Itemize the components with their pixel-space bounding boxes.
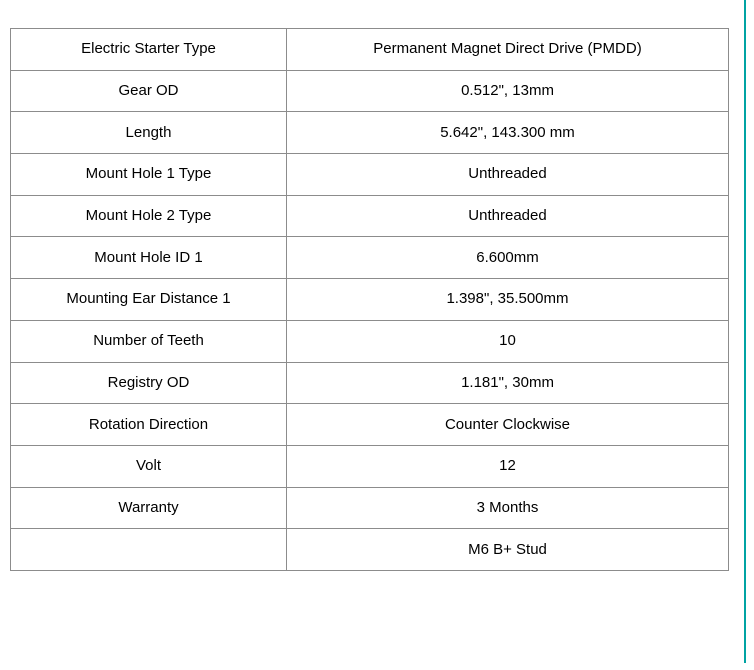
table-row: Mount Hole 2 Type Unthreaded (10, 194, 729, 238)
spec-value-cell: Unthreaded (286, 194, 729, 238)
table-row: Mounting Ear Distance 1 1.398", 35.500mm (10, 278, 729, 321)
table-row: Mount Hole ID 1 6.600mm (10, 236, 729, 280)
table-row: Registry OD 1.181", 30mm (10, 361, 729, 405)
table-row: M6 B+ Stud (10, 528, 729, 571)
spec-label-cell: Mounting Ear Distance 1 (10, 278, 287, 321)
spec-value-cell: 0.512", 13mm (286, 69, 729, 113)
spec-label-cell: Mount Hole ID 1 (10, 236, 287, 280)
spec-value-cell: 6.600mm (286, 236, 729, 280)
spec-value-cell: 12 (286, 444, 729, 488)
spec-value-cell: 3 Months (286, 486, 729, 530)
table-row: Rotation Direction Counter Clockwise (10, 403, 729, 446)
table-row: Electric Starter Type Permanent Magnet Di… (10, 28, 729, 71)
spec-label-cell: Rotation Direction (10, 403, 287, 446)
table-row: Length 5.642", 143.300 mm (10, 111, 729, 155)
table-row: Gear OD 0.512", 13mm (10, 69, 729, 113)
spec-label-cell: Mount Hole 1 Type (10, 153, 287, 196)
spec-label-cell: Mount Hole 2 Type (10, 194, 287, 238)
table-row: Warranty 3 Months (10, 486, 729, 530)
spec-label-cell: Number of Teeth (10, 319, 287, 363)
spec-value-cell: Counter Clockwise (286, 403, 729, 446)
spec-label-cell: Warranty (10, 486, 287, 530)
table-row: Volt 12 (10, 444, 729, 488)
spec-value-cell: 5.642", 143.300 mm (286, 111, 729, 155)
spec-value-cell: 1.398", 35.500mm (286, 278, 729, 321)
spec-table-body: Electric Starter Type Permanent Magnet Di… (10, 28, 729, 571)
spec-value-cell: Permanent Magnet Direct Drive (PMDD) (286, 28, 729, 71)
spec-label-cell: Gear OD (10, 69, 287, 113)
spec-label-cell: Length (10, 111, 287, 155)
right-accent-line (744, 0, 746, 663)
spec-value-cell: Unthreaded (286, 153, 729, 196)
table-row: Mount Hole 1 Type Unthreaded (10, 153, 729, 196)
spec-label-cell: Volt (10, 444, 287, 488)
spec-label-cell: Electric Starter Type (10, 28, 287, 71)
table-row: Number of Teeth 10 (10, 319, 729, 363)
spec-label-cell: Registry OD (10, 361, 287, 405)
spec-table: Electric Starter Type Permanent Magnet Di… (10, 28, 729, 571)
spec-label-cell (10, 528, 287, 571)
spec-value-cell: 1.181", 30mm (286, 361, 729, 405)
spec-value-cell: 10 (286, 319, 729, 363)
spec-value-cell: M6 B+ Stud (286, 528, 729, 571)
